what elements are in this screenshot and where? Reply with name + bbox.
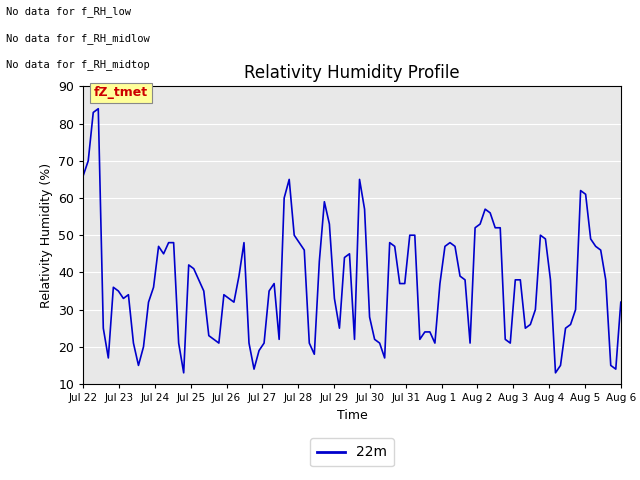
Legend: 22m: 22m	[310, 438, 394, 467]
Title: Relativity Humidity Profile: Relativity Humidity Profile	[244, 64, 460, 82]
Text: No data for f_RH_low: No data for f_RH_low	[6, 6, 131, 17]
Text: fZ_tmet: fZ_tmet	[94, 86, 148, 99]
Y-axis label: Relativity Humidity (%): Relativity Humidity (%)	[40, 163, 52, 308]
Text: No data for f_RH_midtop: No data for f_RH_midtop	[6, 59, 150, 70]
Text: No data for f_RH_midlow: No data for f_RH_midlow	[6, 33, 150, 44]
X-axis label: Time: Time	[337, 408, 367, 421]
